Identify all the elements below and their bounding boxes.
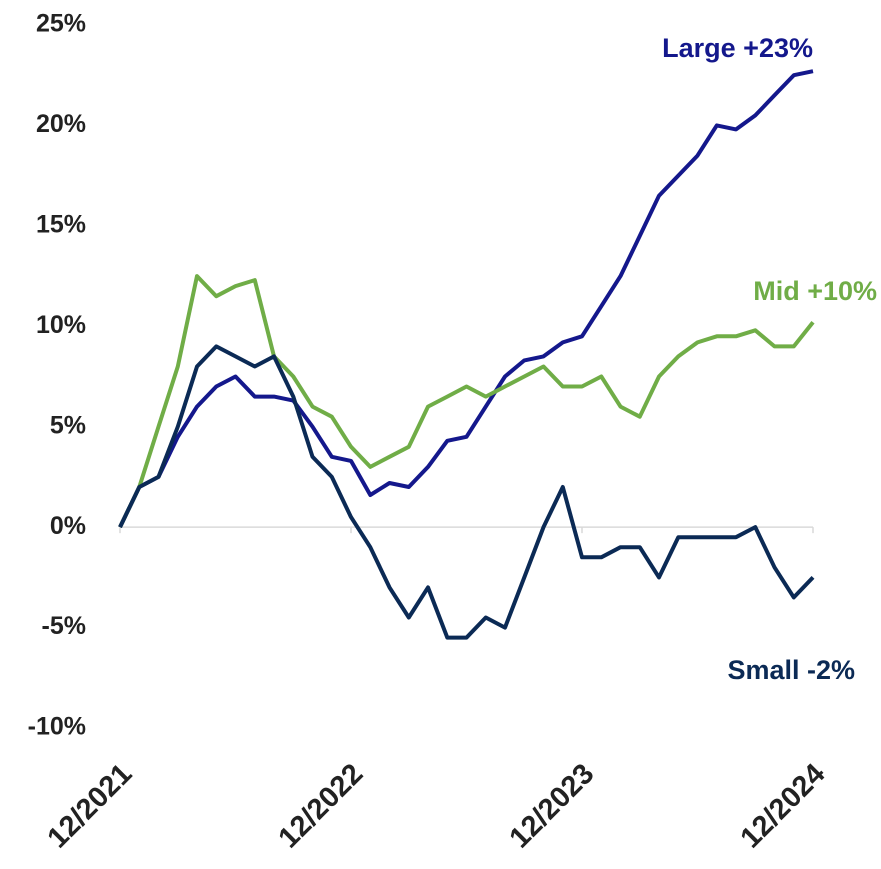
x-tick-label: 12/2022	[273, 758, 370, 855]
y-tick-label: 10%	[36, 311, 86, 339]
y-tick-label: 25%	[36, 10, 86, 38]
series-label: Large +23%	[662, 33, 813, 63]
x-tick-label: 12/2024	[735, 758, 832, 855]
x-tick-label: 12/2021	[42, 758, 139, 855]
line-series	[118, 344, 815, 640]
y-tick-label: -5%	[42, 612, 86, 640]
line-series	[118, 274, 815, 528]
y-tick-label: 20%	[36, 110, 86, 138]
x-tick-label: 12/2023	[504, 758, 601, 855]
line-series	[118, 69, 814, 528]
y-tick-label: 15%	[36, 210, 86, 238]
y-tick-label: 0%	[50, 512, 86, 540]
series-label: Small -2%	[727, 655, 855, 685]
y-tick-label: -10%	[28, 713, 86, 741]
y-tick-label: 5%	[50, 411, 86, 439]
series-label: Mid +10%	[753, 276, 877, 306]
